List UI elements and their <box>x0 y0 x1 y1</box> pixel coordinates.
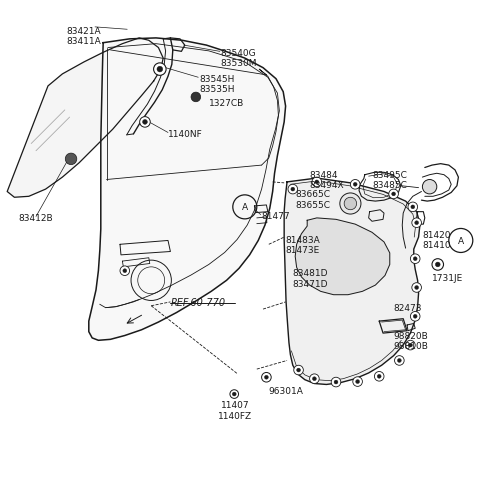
Polygon shape <box>295 218 390 295</box>
Circle shape <box>350 180 360 190</box>
Circle shape <box>412 283 421 293</box>
Text: A: A <box>242 203 248 212</box>
Text: 81483A
81473E: 81483A 81473E <box>286 235 320 254</box>
Circle shape <box>432 259 444 271</box>
Polygon shape <box>89 39 286 341</box>
Text: 98820B
98810B: 98820B 98810B <box>394 331 429 350</box>
Circle shape <box>408 344 412 348</box>
Circle shape <box>353 183 357 187</box>
Polygon shape <box>284 179 420 384</box>
Text: 83545H
83535H: 83545H 83535H <box>199 75 235 94</box>
Circle shape <box>377 374 381 378</box>
Circle shape <box>312 178 322 187</box>
Circle shape <box>310 374 319 384</box>
Circle shape <box>415 221 419 225</box>
Circle shape <box>294 365 303 375</box>
Circle shape <box>232 392 236 396</box>
Circle shape <box>191 93 201 103</box>
Circle shape <box>264 375 268 379</box>
Text: 82473: 82473 <box>394 303 422 312</box>
Circle shape <box>334 380 338 384</box>
Circle shape <box>406 341 415 350</box>
Circle shape <box>340 193 361 215</box>
Circle shape <box>435 263 440 267</box>
Circle shape <box>157 67 163 73</box>
Circle shape <box>331 377 341 387</box>
Circle shape <box>344 198 357 210</box>
Circle shape <box>356 380 360 384</box>
Polygon shape <box>7 39 163 198</box>
Text: 1327CB: 1327CB <box>209 99 244 108</box>
Circle shape <box>395 356 404 365</box>
Circle shape <box>315 180 319 184</box>
Circle shape <box>410 254 420 264</box>
Text: 11407
1140FZ: 11407 1140FZ <box>218 400 252 420</box>
Circle shape <box>154 64 166 76</box>
Text: 83495C
83485C: 83495C 83485C <box>372 170 407 190</box>
Text: 83421A
83411A: 83421A 83411A <box>67 27 101 46</box>
Circle shape <box>297 368 300 372</box>
Circle shape <box>140 118 150 128</box>
Circle shape <box>415 286 419 290</box>
Circle shape <box>422 180 437 194</box>
Text: 83412B: 83412B <box>19 214 53 223</box>
Circle shape <box>410 312 420 322</box>
Circle shape <box>392 192 396 196</box>
Circle shape <box>120 266 130 276</box>
Text: 1731JE: 1731JE <box>432 274 463 283</box>
Text: REF.60-770: REF.60-770 <box>170 298 226 308</box>
Circle shape <box>312 377 316 381</box>
Circle shape <box>411 205 415 209</box>
Circle shape <box>412 218 421 228</box>
Circle shape <box>291 188 295 192</box>
Text: 81420
81410: 81420 81410 <box>422 230 451 250</box>
Circle shape <box>143 120 147 125</box>
Circle shape <box>288 185 298 194</box>
Circle shape <box>353 377 362 386</box>
Circle shape <box>408 203 418 212</box>
Text: 1140NF: 1140NF <box>168 130 203 139</box>
Text: A: A <box>458 237 464 245</box>
Circle shape <box>389 190 398 199</box>
Text: 83665C
83655C: 83665C 83655C <box>295 190 330 209</box>
Text: 96301A: 96301A <box>269 386 304 395</box>
Circle shape <box>65 154 77 165</box>
Circle shape <box>262 372 271 382</box>
Circle shape <box>230 390 239 398</box>
Circle shape <box>123 269 127 273</box>
Text: 83481D
83471D: 83481D 83471D <box>293 269 328 288</box>
Circle shape <box>413 257 417 261</box>
Circle shape <box>374 372 384 381</box>
Circle shape <box>397 359 401 362</box>
Text: 81477: 81477 <box>262 211 290 220</box>
Text: 83484
83494X: 83484 83494X <box>310 170 344 190</box>
Text: 83540G
83530M: 83540G 83530M <box>221 48 257 68</box>
Circle shape <box>413 315 417 319</box>
